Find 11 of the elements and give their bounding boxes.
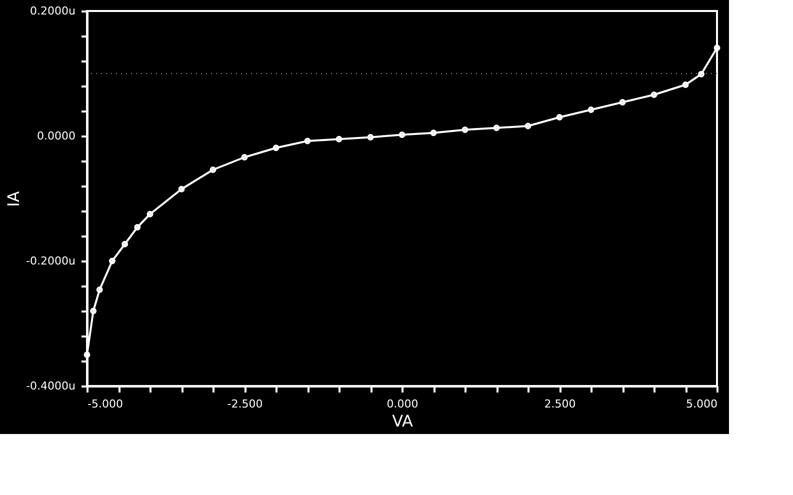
x-axis-title: VA — [392, 412, 413, 430]
y-tick-label: 0.0000 — [37, 130, 76, 142]
x-tick-label: -5.000 — [88, 398, 123, 410]
x-tick-label: 5.000 — [686, 398, 718, 410]
y-tick-label: -0.4000u — [26, 380, 76, 392]
y-axis-title: IA — [4, 191, 24, 207]
y-tick-label: -0.2000u — [26, 254, 76, 268]
y-tick-label: 0.2000u — [30, 4, 76, 18]
x-tick-label: 2.500 — [544, 398, 576, 410]
x-tick-label: -2.500 — [227, 398, 263, 410]
x-tick-label: 0.000 — [386, 398, 418, 410]
